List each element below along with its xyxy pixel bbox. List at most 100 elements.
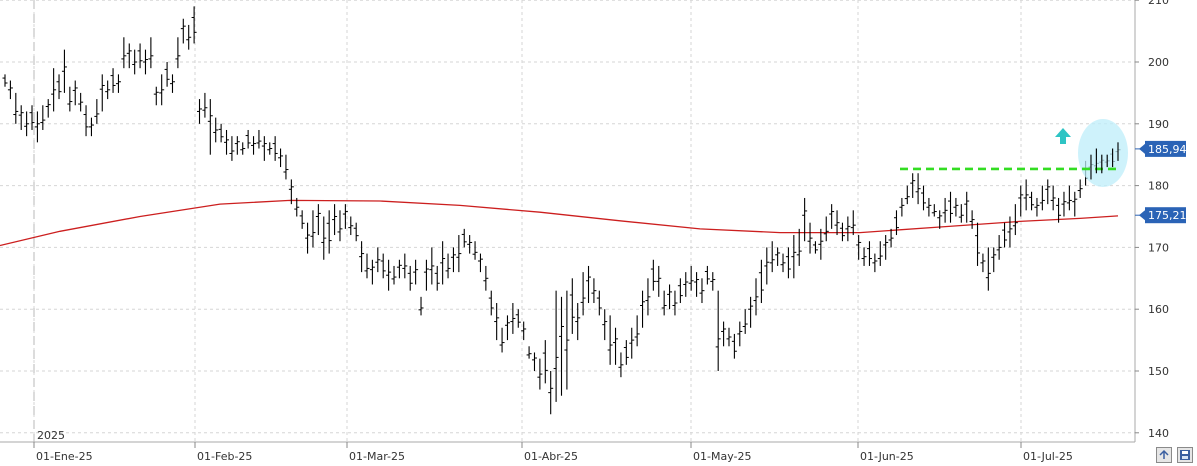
price-bar [926, 197, 932, 217]
price-bar [391, 265, 397, 285]
price-bar [234, 136, 240, 155]
price-bar [629, 327, 635, 359]
price-bar [791, 235, 797, 279]
price-bar [175, 37, 181, 69]
price-bar [67, 86, 73, 112]
price-bar [445, 253, 451, 279]
price-bar [575, 303, 581, 341]
price-bar [294, 197, 300, 217]
plus-chart-icon[interactable] [1156, 447, 1172, 463]
price-bar [775, 247, 781, 266]
price-bar [456, 235, 462, 273]
price-bar [753, 278, 759, 316]
price-bar [726, 327, 732, 347]
price-bar [829, 204, 835, 229]
price-bar [764, 247, 770, 285]
price-bar [88, 117, 94, 137]
price-bar [596, 290, 602, 316]
price-bar [369, 259, 375, 285]
price-bar [1029, 191, 1035, 211]
price-bar [1050, 185, 1056, 211]
ma-value-tag-text: 175,21 [1148, 209, 1187, 222]
price-bar [975, 222, 981, 266]
price-bar [899, 197, 905, 217]
price-bar [893, 210, 899, 236]
price-bar [1061, 191, 1067, 217]
price-bar [407, 265, 413, 291]
price-bar [472, 241, 478, 260]
price-bar [105, 80, 111, 100]
price-bar [132, 49, 138, 75]
price-bar [839, 222, 845, 242]
price-bar [283, 154, 289, 180]
price-bar [888, 228, 894, 248]
price-bar [953, 197, 959, 217]
price-bar [650, 259, 656, 291]
price-bar [251, 136, 257, 155]
price-bar [521, 321, 527, 341]
price-bar [72, 80, 78, 106]
price-bar [153, 86, 159, 106]
price-bar [207, 99, 213, 155]
price-bar [656, 265, 662, 297]
price-bar [818, 228, 824, 260]
price-bar [985, 247, 991, 291]
moving-average-line [0, 199, 1119, 247]
y-tick-label: 210 [1148, 0, 1169, 7]
y-tick-label: 200 [1148, 56, 1169, 69]
price-bar [13, 92, 19, 124]
price-bar [494, 303, 500, 341]
price-bar [823, 216, 829, 242]
price-bar [396, 259, 402, 279]
y-tick-label: 170 [1148, 241, 1169, 254]
price-bar [40, 105, 46, 130]
price-bar [683, 272, 689, 297]
year-label: 2025 [37, 429, 65, 442]
price-bar [121, 37, 127, 69]
price-bar [78, 92, 84, 112]
price-bar [148, 37, 154, 69]
price-bar [861, 247, 867, 266]
price-bar [224, 129, 230, 155]
price-bar [883, 235, 889, 260]
price-bar [315, 204, 321, 236]
price-bar [564, 290, 570, 390]
price-bar [305, 222, 311, 254]
price-bar [213, 117, 219, 143]
x-tick-label: 01-Feb-25 [197, 450, 252, 463]
price-bar [423, 259, 429, 291]
price-bar [845, 216, 851, 242]
chart-overlays [900, 119, 1128, 187]
price-bar [402, 253, 408, 279]
price-bar [964, 191, 970, 223]
price-bar [137, 43, 143, 69]
price-bar [958, 204, 964, 223]
price-bar [758, 259, 764, 304]
price-bar [996, 235, 1002, 260]
price-bar [877, 241, 883, 266]
price-bar [353, 222, 359, 242]
price-bar [1002, 222, 1008, 248]
price-bar [202, 92, 208, 118]
price-bar [110, 68, 116, 93]
price-bar [834, 210, 840, 236]
price-bar [99, 74, 105, 112]
price-bar [769, 241, 775, 273]
price-bar [418, 296, 424, 316]
price-bar [623, 340, 629, 365]
price-bar [83, 105, 89, 137]
price-bar [559, 296, 564, 396]
price-bar [342, 204, 348, 229]
price-bar [688, 265, 694, 291]
price-bar [510, 303, 516, 334]
price-bar [715, 290, 721, 371]
up-arrow-icon [1055, 128, 1071, 144]
price-bar [434, 265, 440, 291]
price-bar [142, 49, 148, 75]
price-bar [796, 228, 802, 266]
last-price-tag-text: 185,94 [1148, 143, 1187, 156]
price-bar [1066, 185, 1072, 211]
x-tick-label: 01-Ene-25 [36, 450, 93, 463]
price-bar [602, 309, 608, 341]
floppy-disk-icon[interactable] [1177, 447, 1193, 463]
